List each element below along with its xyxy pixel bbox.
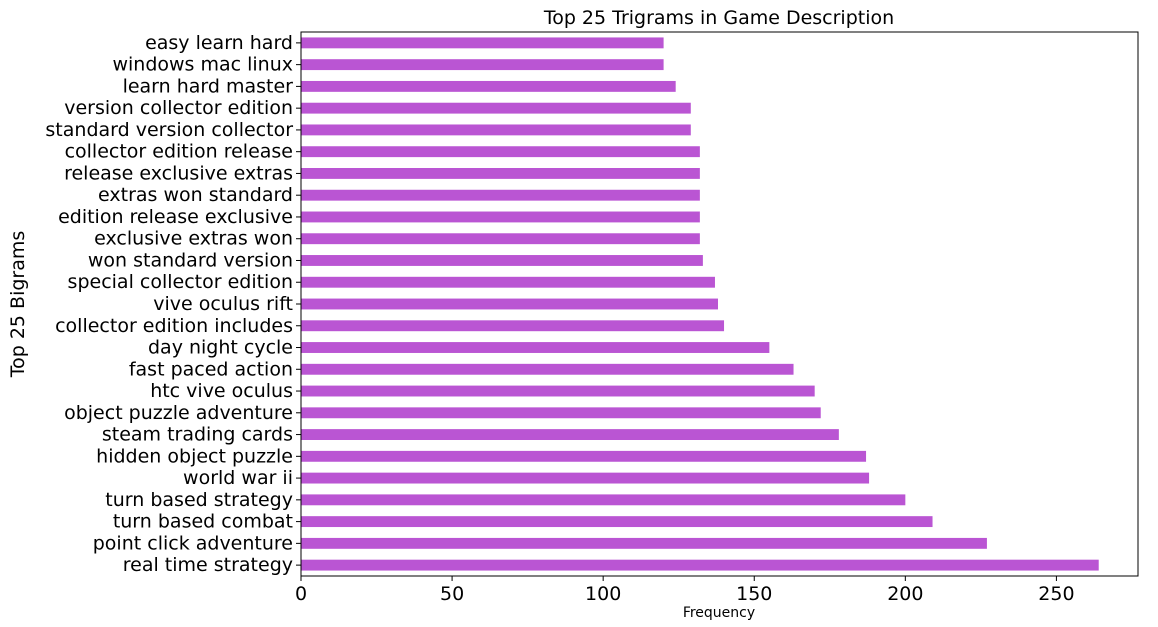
- bar: [301, 407, 821, 419]
- x-tick-label: 0: [295, 583, 307, 605]
- category-label: collector edition includes: [55, 315, 293, 337]
- x-tick-label: 150: [736, 583, 772, 605]
- bar: [301, 146, 700, 158]
- category-label: collector edition release: [65, 141, 293, 163]
- bar: [301, 385, 815, 397]
- category-label: learn hard master: [123, 75, 294, 97]
- category-label: turn based strategy: [105, 489, 293, 511]
- bar: [301, 211, 700, 223]
- x-ticks-group: 0 50 100 150 200 250: [295, 576, 1075, 605]
- y-axis-label: Top 25 Bigrams: [7, 231, 29, 379]
- category-label: point click adventure: [93, 532, 293, 554]
- category-label: easy learn hard: [145, 32, 293, 54]
- x-axis-label: Frequency: [683, 605, 755, 621]
- category-label: version collector edition: [64, 97, 293, 119]
- category-label: vive oculus rift: [153, 293, 293, 315]
- x-tick-label: 200: [887, 583, 923, 605]
- bars-group: [301, 37, 1099, 571]
- bar: [301, 189, 700, 201]
- bar: [301, 494, 906, 506]
- category-label: won standard version: [88, 249, 293, 271]
- plot-frame: [300, 31, 1139, 577]
- category-label: extras won standard: [98, 184, 293, 206]
- category-label: standard version collector: [45, 119, 293, 141]
- category-label: htc vive oculus: [150, 380, 293, 402]
- category-label: special collector edition: [68, 271, 293, 293]
- bar: [301, 472, 870, 484]
- bar: [301, 537, 987, 549]
- bar: [301, 342, 770, 353]
- bar: [301, 168, 700, 179]
- category-label: day night cycle: [148, 337, 293, 359]
- category-label: real time strategy: [123, 554, 293, 576]
- bar: [301, 102, 691, 114]
- category-label: world war ii: [183, 467, 293, 489]
- bar: [301, 255, 703, 266]
- category-label: turn based combat: [113, 511, 293, 533]
- bar: [301, 320, 725, 332]
- bar: [301, 559, 1099, 571]
- category-label: windows mac linux: [112, 54, 293, 76]
- category-label: fast paced action: [129, 358, 293, 380]
- chart-title: Top 25 Trigrams in Game Description: [543, 7, 894, 29]
- bar: [301, 516, 933, 528]
- bar: [301, 80, 676, 92]
- bar: [301, 363, 794, 375]
- category-label: release exclusive extras: [64, 162, 293, 184]
- bar: [301, 124, 691, 136]
- category-label: exclusive extras won: [94, 228, 293, 250]
- bar: [301, 276, 715, 288]
- category-label: steam trading cards: [102, 424, 293, 446]
- category-label: edition release exclusive: [58, 206, 293, 228]
- bar: [301, 59, 664, 71]
- bar: [301, 233, 700, 245]
- bar: [301, 37, 664, 49]
- x-tick-label: 250: [1038, 583, 1074, 605]
- bar: [301, 450, 867, 462]
- category-label: object puzzle adventure: [64, 402, 293, 424]
- x-tick-label: 100: [585, 583, 621, 605]
- bar: [301, 298, 718, 310]
- bar: [301, 429, 839, 440]
- x-tick-label: 50: [440, 583, 464, 605]
- category-label: hidden object puzzle: [96, 445, 293, 467]
